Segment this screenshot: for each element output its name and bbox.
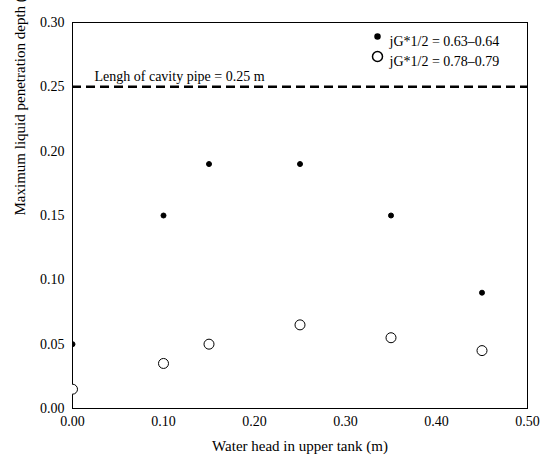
svg-text:0.20: 0.20 [242, 414, 267, 429]
svg-text:0.00: 0.00 [60, 414, 85, 429]
svg-text:0.30: 0.30 [40, 15, 65, 30]
svg-text:jG*1/2 = 0.78–0.79: jG*1/2 = 0.78–0.79 [389, 54, 500, 69]
svg-text:Maximum liquid penetration dep: Maximum liquid penetration depth (m) [12, 0, 29, 216]
svg-text:Water head in upper tank (m): Water head in upper tank (m) [212, 438, 388, 455]
svg-text:0.10: 0.10 [151, 414, 176, 429]
svg-text:0.00: 0.00 [40, 401, 65, 416]
svg-text:0.25: 0.25 [40, 79, 65, 94]
svg-text:jG*1/2 = 0.63–0.64: jG*1/2 = 0.63–0.64 [389, 34, 500, 49]
svg-text:0.05: 0.05 [40, 337, 65, 352]
svg-text:0.15: 0.15 [40, 208, 65, 223]
svg-text:0.20: 0.20 [40, 144, 65, 159]
svg-text:0.10: 0.10 [40, 272, 65, 287]
svg-text:0.50: 0.50 [515, 414, 540, 429]
svg-text:0.30: 0.30 [333, 414, 358, 429]
svg-text:0.40: 0.40 [424, 414, 449, 429]
svg-text:Lengh of cavity pipe = 0.25 m: Lengh of cavity pipe = 0.25 m [95, 69, 265, 84]
